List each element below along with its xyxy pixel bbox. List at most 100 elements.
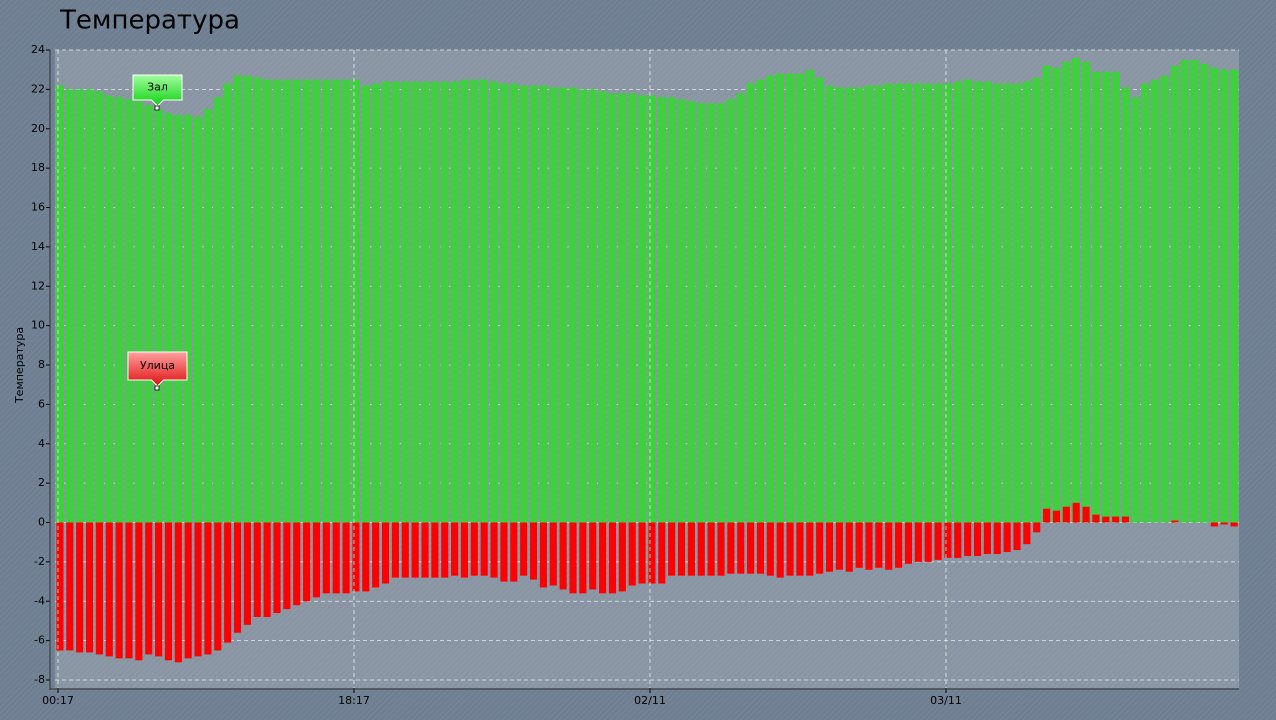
bar: [303, 522, 311, 602]
bar: [85, 89, 94, 523]
bar: [1082, 506, 1090, 523]
bar: [973, 522, 982, 556]
plot-area: [55, 50, 1239, 688]
bar: [578, 89, 588, 523]
bar: [401, 522, 409, 578]
bar: [854, 87, 864, 523]
bar: [993, 83, 1002, 523]
bar: [134, 101, 144, 523]
bar: [282, 79, 292, 523]
bar: [351, 79, 361, 523]
bar: [262, 79, 272, 523]
bar: [253, 77, 262, 523]
bar: [746, 83, 755, 523]
bar: [174, 522, 182, 663]
bar: [815, 77, 824, 523]
bar: [845, 87, 854, 523]
bar: [647, 95, 657, 523]
bar: [549, 87, 558, 523]
bar: [766, 75, 775, 523]
bar: [598, 91, 607, 523]
bar: [184, 114, 193, 523]
bar: [105, 522, 113, 657]
bar: [805, 69, 814, 523]
bar: [1200, 63, 1209, 523]
bar: [391, 522, 399, 578]
bar: [697, 522, 705, 576]
bar: [164, 522, 173, 661]
bar: [1043, 508, 1051, 523]
y-tick-label: 18: [31, 161, 45, 174]
bar: [115, 522, 123, 659]
bar: [322, 79, 331, 523]
bar: [519, 85, 528, 523]
bar: [85, 522, 94, 653]
y-tick-label: 6: [38, 397, 45, 410]
bar: [243, 522, 251, 625]
bar: [608, 522, 617, 594]
bar: [510, 522, 518, 582]
bar: [214, 522, 222, 651]
bar: [776, 73, 785, 523]
bar: [1229, 69, 1239, 523]
y-tick-label: 4: [38, 437, 45, 450]
bar: [677, 99, 686, 523]
bar: [273, 522, 281, 614]
bar: [480, 522, 488, 576]
bar: [193, 116, 203, 523]
bar: [174, 114, 183, 523]
bar: [441, 522, 449, 578]
bar: [381, 522, 390, 584]
bar: [480, 79, 489, 523]
bar: [1230, 522, 1238, 527]
bar: [914, 522, 922, 562]
bar: [1180, 59, 1189, 523]
bar: [95, 91, 104, 523]
bar: [203, 109, 213, 523]
bar: [795, 73, 805, 523]
bar: [874, 85, 884, 523]
bar: [499, 83, 509, 523]
legend-callout: [127, 351, 188, 387]
bar: [381, 81, 390, 523]
y-tick-label: 12: [31, 279, 45, 292]
chart-title: Температура: [59, 6, 240, 36]
bar: [756, 522, 765, 574]
bar: [341, 79, 351, 523]
bar: [342, 522, 350, 594]
x-tick-label: 03/11: [930, 694, 962, 707]
bar: [95, 522, 103, 655]
bar: [1003, 522, 1011, 553]
y-tick-label: 2: [38, 476, 45, 489]
bar: [1022, 81, 1032, 523]
y-tick-label: -4: [34, 594, 45, 607]
bar: [825, 522, 834, 572]
bar: [56, 522, 64, 651]
bar: [1081, 61, 1091, 523]
bar: [1091, 71, 1101, 523]
legend-label: Улица: [140, 359, 175, 372]
bar: [135, 522, 143, 661]
bar: [520, 522, 528, 576]
bar: [756, 79, 765, 523]
bar: [253, 522, 261, 617]
bar: [184, 522, 192, 659]
x-tick-label: 02/11: [634, 694, 666, 707]
bar: [1101, 71, 1110, 523]
bar: [825, 85, 834, 523]
bar: [164, 113, 173, 523]
y-tick-label: -6: [34, 634, 45, 647]
bar: [105, 95, 114, 523]
bar: [737, 522, 745, 574]
bar: [65, 89, 74, 523]
bar: [283, 522, 291, 610]
bar: [1220, 69, 1229, 523]
bar: [707, 522, 715, 576]
bar: [1220, 522, 1228, 525]
bar: [539, 522, 547, 588]
bar: [529, 85, 538, 523]
bar: [1002, 83, 1012, 523]
bar: [155, 522, 163, 657]
bar: [352, 522, 360, 592]
